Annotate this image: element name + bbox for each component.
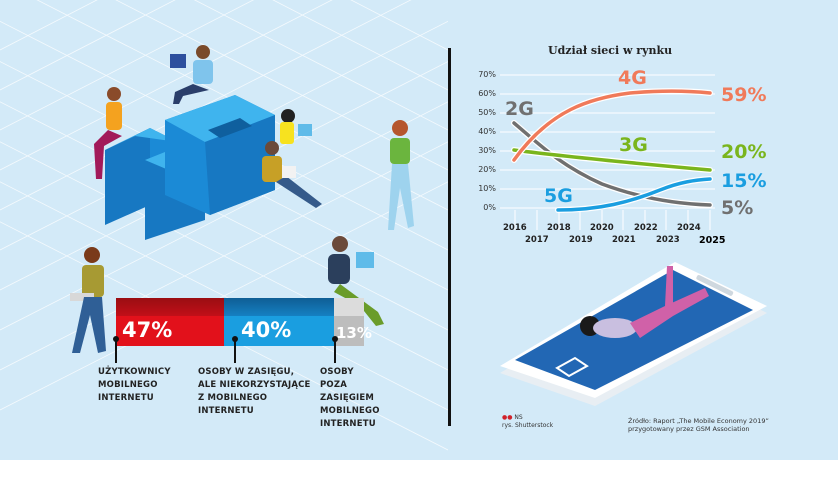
bar-value-in-range: 40% — [241, 318, 292, 342]
credit-mark: ●● NS — [502, 414, 553, 422]
caption-line: ALE NIEKORZYSTAJĄCE — [198, 380, 311, 390]
y-tick: 30% — [478, 146, 496, 155]
person-walking-phone-icon — [388, 120, 414, 230]
person-sitting-phone-icon — [94, 87, 122, 179]
caption-line: INTERNETU — [198, 406, 254, 416]
phone-woman-illustration — [500, 262, 767, 406]
x-tick: 2022 — [634, 223, 658, 233]
caption-line: ZASIĘGIEM — [320, 393, 375, 403]
caption-users: UŻYTKOWNICY MOBILNEGO INTERNETU — [98, 366, 171, 405]
caption-line: INTERNETU — [320, 419, 376, 429]
y-tick: 60% — [478, 89, 496, 98]
caption-in-range: OSOBY W ZASIĘGU, ALE NIEKORZYSTAJĄCE Z M… — [198, 366, 311, 418]
end-label-4g: 59% — [721, 84, 767, 106]
infographic-canvas: 47% 40% 13% UŻYTKOWNICY MOBILNEGO INTERN… — [0, 0, 838, 460]
callout-line-out-of-range — [334, 339, 336, 363]
x-tick: 2019 — [569, 235, 593, 245]
caption-line: Z MOBILNEGO — [198, 393, 268, 403]
x-tick: 2025 — [699, 235, 726, 246]
caption-line: UŻYTKOWNICY — [98, 367, 171, 377]
source-line: Źródło: Raport „The Mobile Economy 2019” — [628, 417, 769, 425]
caption-line: OSOBY W ZASIĘGU, — [198, 367, 295, 377]
credit-line: rys. Shutterstock — [502, 422, 554, 429]
x-tick: 2024 — [677, 223, 701, 233]
end-label-2g: 5% — [721, 197, 754, 219]
x-tick: 2018 — [547, 223, 571, 233]
x-tick: 2023 — [656, 235, 680, 245]
source-block: Źródło: Raport „The Mobile Economy 2019”… — [628, 417, 769, 433]
bar-value-out-of-range: 13% — [336, 324, 372, 342]
callout-line-users — [115, 339, 117, 363]
person-standing-laptop-icon — [70, 247, 106, 353]
caption-out-of-range: OSOBY POZA ZASIĘGIEM MOBILNEGO INTERNETU — [320, 366, 380, 431]
caption-line: POZA — [320, 380, 347, 390]
caption-line: INTERNETU — [98, 393, 154, 403]
bar-value-users: 47% — [122, 318, 173, 342]
end-label-3g: 20% — [721, 141, 767, 163]
caption-line: OSOBY — [320, 367, 354, 377]
y-tick: 10% — [478, 184, 496, 193]
y-tick: 20% — [478, 165, 496, 174]
credit-block: ●● NS rys. Shutterstock — [502, 414, 553, 430]
credit-initials: NS — [514, 414, 523, 421]
person-laptop-top-icon — [170, 45, 213, 104]
x-tick: 2016 — [503, 223, 527, 233]
series-label-5g: 5G — [544, 185, 573, 207]
bar-segment-in-range: 40% — [224, 298, 334, 346]
bottom-margin — [0, 460, 838, 500]
y-tick: 50% — [478, 108, 496, 117]
callout-line-in-range — [234, 339, 236, 363]
people-with-laptops-icon — [262, 109, 322, 208]
source-line: przygotowany przez GSM Association — [628, 425, 750, 433]
y-tick: 40% — [478, 127, 496, 136]
x-tick: 2021 — [612, 235, 636, 245]
series-label-4g: 4G — [618, 67, 647, 89]
5g-isometric-illustration — [105, 95, 275, 240]
logo-icon: ●● — [502, 414, 513, 421]
caption-line: MOBILNEGO — [98, 380, 158, 390]
bar-segment-users: 47% — [116, 298, 224, 346]
line-chart-plot — [500, 74, 715, 230]
panel-divider — [448, 48, 451, 426]
series-label-2g: 2G — [505, 98, 534, 120]
series-label-3g: 3G — [619, 134, 648, 156]
bar-segment-out-of-range: 13% — [334, 298, 372, 346]
end-label-5g: 15% — [721, 170, 767, 192]
chart-title: Udział sieci w rynku — [548, 44, 673, 57]
y-tick: 70% — [478, 70, 496, 79]
x-tick: 2017 — [525, 235, 549, 245]
y-tick: 0% — [483, 203, 496, 212]
caption-line: MOBILNEGO — [320, 406, 380, 416]
x-tick: 2020 — [590, 223, 614, 233]
